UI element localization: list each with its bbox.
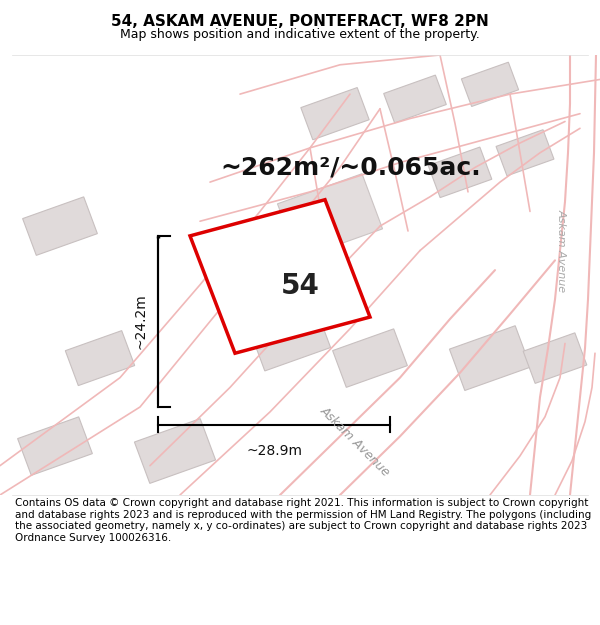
Polygon shape: [523, 333, 587, 383]
Polygon shape: [383, 75, 446, 123]
Text: ~28.9m: ~28.9m: [246, 444, 302, 458]
Polygon shape: [17, 417, 92, 476]
Text: 54: 54: [281, 272, 319, 300]
Polygon shape: [496, 130, 554, 176]
Text: Map shows position and indicative extent of the property.: Map shows position and indicative extent…: [120, 28, 480, 41]
Text: ~262m²/~0.065ac.: ~262m²/~0.065ac.: [220, 156, 481, 179]
Polygon shape: [65, 331, 134, 386]
Polygon shape: [23, 197, 97, 256]
Polygon shape: [277, 174, 383, 259]
Text: Askam Avenue: Askam Avenue: [317, 404, 392, 479]
Text: ~24.2m: ~24.2m: [134, 294, 148, 349]
Polygon shape: [428, 147, 492, 198]
Text: Askam Avenue: Askam Avenue: [557, 209, 567, 292]
Polygon shape: [461, 62, 518, 106]
Polygon shape: [250, 306, 331, 371]
Polygon shape: [301, 88, 369, 140]
Polygon shape: [190, 200, 370, 353]
Polygon shape: [449, 326, 530, 391]
Text: Contains OS data © Crown copyright and database right 2021. This information is : Contains OS data © Crown copyright and d…: [15, 498, 591, 543]
Text: 54, ASKAM AVENUE, PONTEFRACT, WF8 2PN: 54, ASKAM AVENUE, PONTEFRACT, WF8 2PN: [111, 14, 489, 29]
Polygon shape: [332, 329, 407, 388]
Polygon shape: [134, 419, 215, 483]
